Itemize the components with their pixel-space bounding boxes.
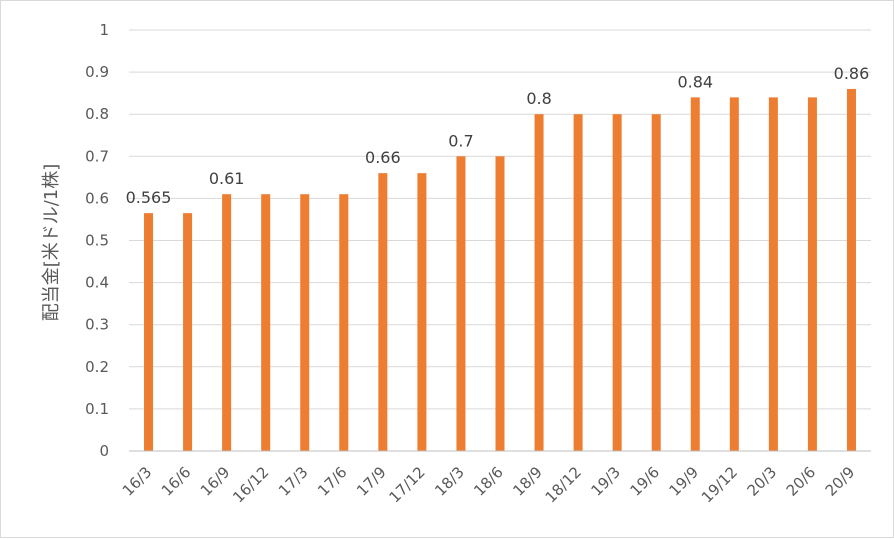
x-tick-label: 18/9 — [509, 463, 546, 500]
data-label: 0.86 — [834, 64, 870, 83]
y-axis-ticks: 0 0.1 0.2 0.3 0.4 0.5 0.6 0.7 0.8 0.9 1 — [85, 21, 109, 460]
bar — [612, 114, 622, 451]
bar — [846, 88, 856, 451]
bar — [768, 97, 778, 452]
bar — [651, 114, 661, 451]
y-tick-label: 0.8 — [85, 105, 109, 123]
bar — [456, 156, 466, 452]
x-tick-label: 18/3 — [431, 463, 468, 500]
x-tick-label: 17/3 — [275, 463, 312, 500]
bar — [300, 194, 310, 451]
y-tick-label: 0.9 — [85, 63, 109, 81]
data-label: 0.8 — [526, 89, 551, 108]
bar — [417, 173, 427, 451]
bar — [495, 156, 505, 452]
x-tick-label: 20/6 — [783, 463, 820, 500]
bar — [807, 97, 817, 452]
x-tick-label: 19/9 — [666, 463, 703, 500]
x-tick-label: 16/3 — [119, 463, 156, 500]
data-label: 0.66 — [365, 148, 401, 167]
x-tick-label: 17/6 — [314, 463, 351, 500]
y-tick-label: 0.4 — [85, 274, 109, 292]
bar — [261, 194, 271, 451]
y-tick-label: 0.7 — [85, 147, 109, 165]
x-axis-ticks: 16/3 16/6 16/916/12 17/3 17/6 17/917/12 18/3 18… — [119, 463, 858, 506]
y-tick-label: 0.5 — [85, 232, 109, 250]
bar — [144, 213, 154, 451]
bar — [378, 173, 388, 451]
x-tick-label: 19/3 — [587, 463, 624, 500]
data-label: 0.84 — [677, 72, 713, 91]
y-tick-label: 0.1 — [85, 400, 109, 418]
x-tick-label: 16/12 — [229, 463, 272, 506]
x-tick-label: 18/12 — [542, 463, 585, 506]
bar — [222, 194, 232, 451]
data-label: 0.61 — [209, 169, 245, 188]
y-axis-title: 配当金[米ドル/1株] — [41, 164, 62, 322]
x-tick-label: 20/9 — [822, 463, 859, 500]
bar — [339, 194, 349, 451]
x-tick-label: 19/6 — [626, 463, 663, 500]
bar — [573, 114, 583, 451]
y-tick-label: 0.6 — [85, 189, 109, 207]
x-tick-label: 17/12 — [385, 463, 428, 506]
bar — [690, 97, 700, 452]
x-tick-label: 19/12 — [698, 463, 741, 506]
bar — [183, 213, 193, 451]
y-tick-label: 0 — [99, 442, 109, 460]
data-label: 0.565 — [126, 188, 172, 207]
bars — [144, 88, 856, 452]
data-labels: 0.565 0.61 0.66 0.7 0.8 0.84 0.86 — [126, 64, 870, 207]
bar — [534, 114, 544, 451]
x-tick-label: 17/9 — [353, 463, 390, 500]
data-label: 0.7 — [448, 131, 473, 150]
y-tick-label: 1 — [99, 21, 109, 39]
x-tick-label: 16/9 — [197, 463, 234, 500]
y-tick-label: 0.3 — [85, 316, 109, 334]
x-tick-label: 20/3 — [744, 463, 781, 500]
y-tick-label: 0.2 — [85, 358, 109, 376]
bar — [729, 97, 739, 452]
x-tick-label: 18/6 — [470, 463, 507, 500]
x-tick-label: 16/6 — [158, 463, 195, 500]
